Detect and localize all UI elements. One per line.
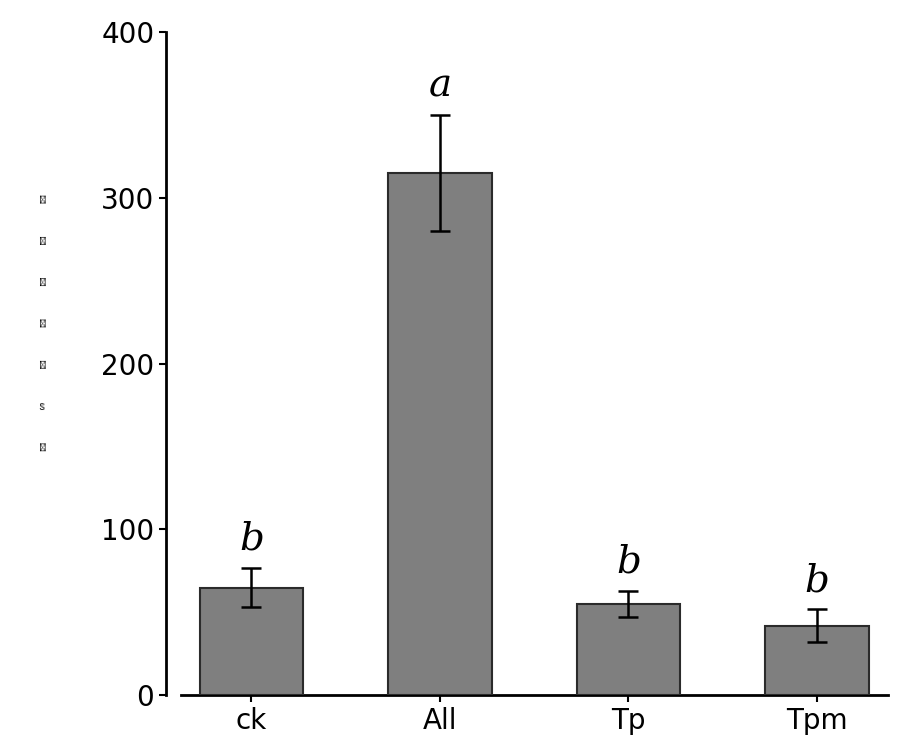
Text: b: b [805,562,830,600]
Text: a: a [428,68,451,105]
Bar [199,587,304,696]
Bar [388,173,492,696]
Bar [765,626,869,696]
Bar [577,604,680,696]
Text: b: b [616,544,641,581]
Text: b: b [239,521,264,558]
